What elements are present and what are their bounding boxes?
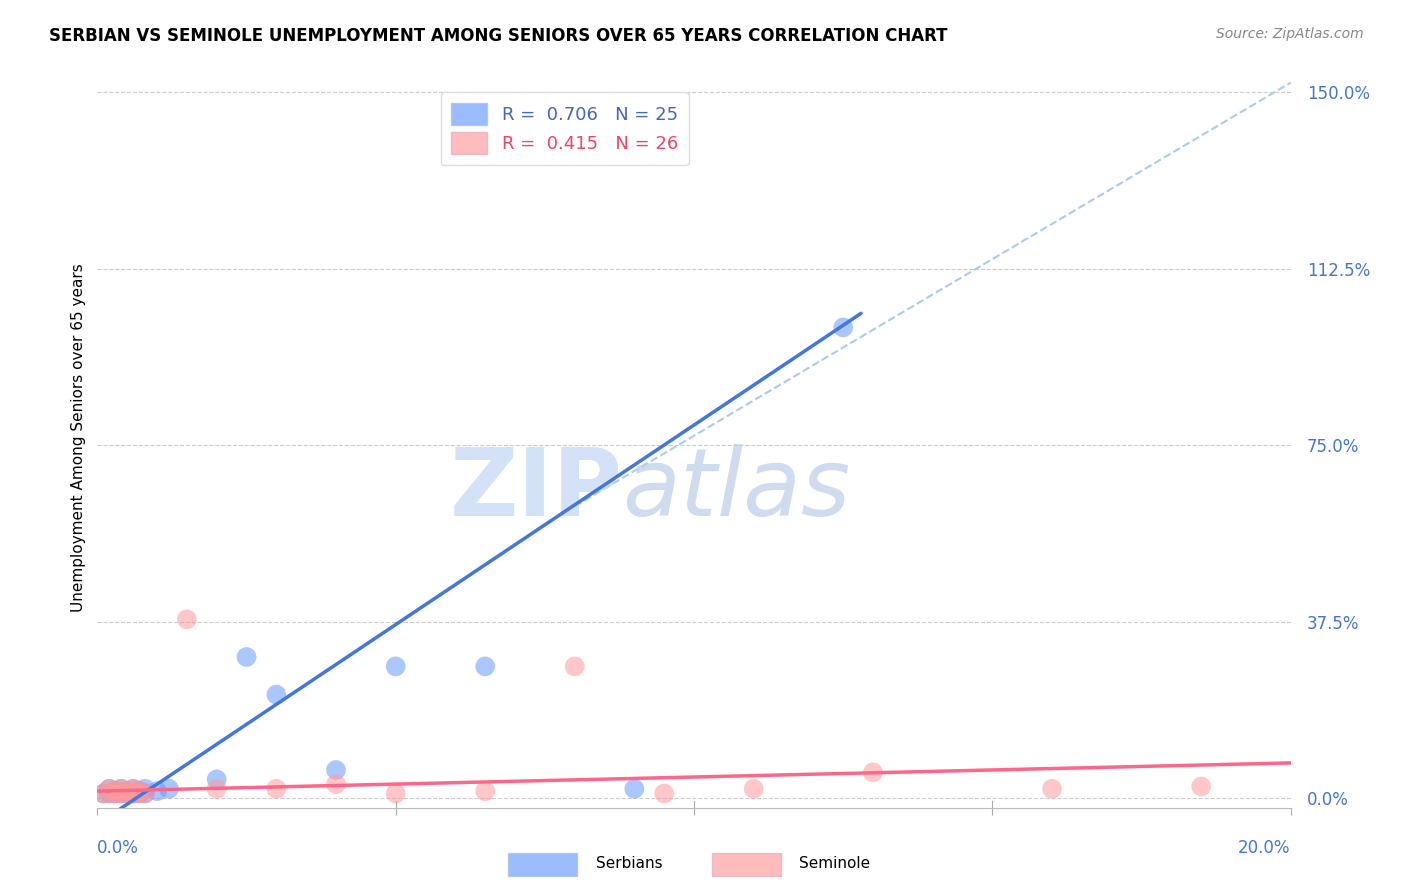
Legend: R =  0.706   N = 25, R =  0.415   N = 26: R = 0.706 N = 25, R = 0.415 N = 26 — [440, 93, 689, 165]
Point — [474, 784, 496, 798]
Point — [1040, 781, 1063, 796]
Text: Serbians: Serbians — [596, 856, 662, 871]
Point — [128, 787, 150, 801]
Point — [205, 772, 228, 787]
Point — [564, 659, 586, 673]
Point — [384, 659, 406, 673]
Point — [146, 784, 169, 798]
Point — [110, 781, 132, 796]
Point — [104, 784, 127, 798]
Point — [157, 781, 180, 796]
Point — [134, 781, 156, 796]
Point — [104, 787, 127, 801]
Point — [122, 781, 145, 796]
Point — [128, 787, 150, 801]
Point — [235, 650, 257, 665]
Text: atlas: atlas — [623, 444, 851, 535]
Point — [266, 688, 288, 702]
Point — [325, 777, 347, 791]
Point — [742, 781, 765, 796]
Point — [266, 781, 288, 796]
Point — [98, 781, 121, 796]
Point — [122, 787, 145, 801]
Point — [205, 781, 228, 796]
Point — [176, 612, 198, 626]
Point — [110, 781, 132, 796]
Point — [832, 320, 855, 334]
Point — [128, 784, 150, 798]
Text: Source: ZipAtlas.com: Source: ZipAtlas.com — [1216, 27, 1364, 41]
Point — [104, 787, 127, 801]
Point — [122, 787, 145, 801]
Point — [623, 781, 645, 796]
Point — [110, 787, 132, 801]
Point — [115, 787, 138, 801]
Point — [115, 784, 138, 798]
Point — [134, 787, 156, 801]
Point — [134, 787, 156, 801]
Text: SERBIAN VS SEMINOLE UNEMPLOYMENT AMONG SENIORS OVER 65 YEARS CORRELATION CHART: SERBIAN VS SEMINOLE UNEMPLOYMENT AMONG S… — [49, 27, 948, 45]
Point — [128, 784, 150, 798]
Point — [98, 781, 121, 796]
Point — [98, 787, 121, 801]
Point — [384, 787, 406, 801]
Point — [652, 787, 675, 801]
Point — [98, 787, 121, 801]
Point — [122, 781, 145, 796]
Point — [325, 763, 347, 777]
Text: 20.0%: 20.0% — [1239, 838, 1291, 857]
Text: ZIP: ZIP — [450, 444, 623, 536]
Point — [862, 765, 884, 780]
Point — [91, 787, 114, 801]
Text: 0.0%: 0.0% — [97, 838, 139, 857]
Point — [1189, 780, 1212, 794]
Point — [474, 659, 496, 673]
Y-axis label: Unemployment Among Seniors over 65 years: Unemployment Among Seniors over 65 years — [72, 264, 86, 613]
Point — [110, 787, 132, 801]
Point — [91, 787, 114, 801]
Point — [104, 784, 127, 798]
Text: Seminole: Seminole — [800, 856, 870, 871]
Point — [115, 784, 138, 798]
Point — [115, 787, 138, 801]
